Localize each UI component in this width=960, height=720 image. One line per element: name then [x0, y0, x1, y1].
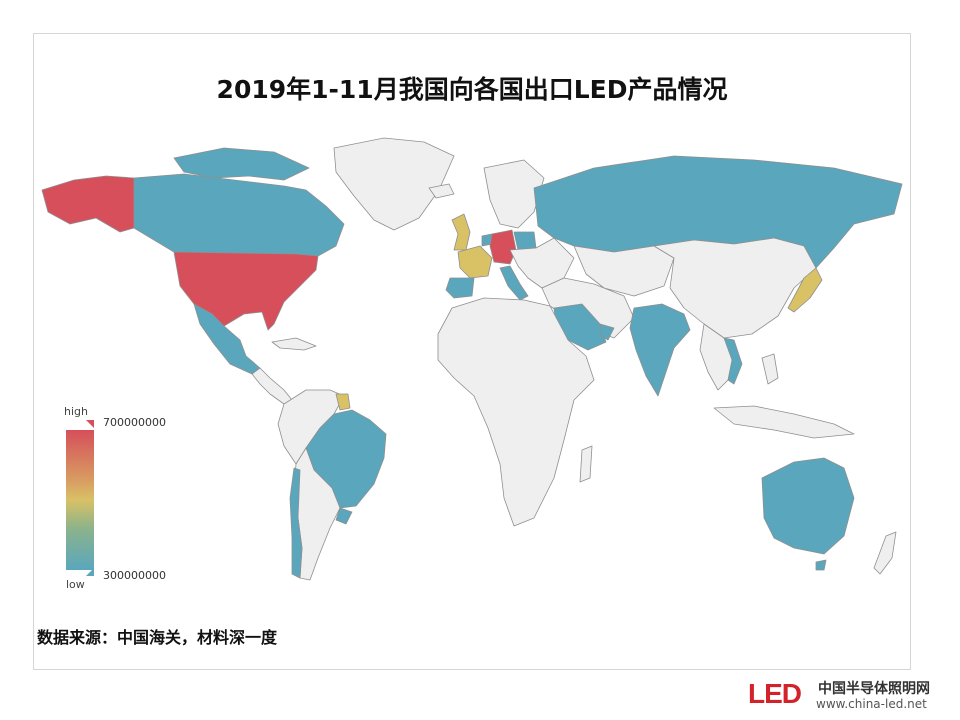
region-china [653, 237, 817, 339]
legend-high-label: high [64, 405, 88, 418]
logo-site-name: 中国半导体照明网 [818, 681, 930, 697]
region-canada[interactable] [133, 173, 345, 257]
region-chile[interactable] [289, 467, 303, 579]
region-indonesia [713, 405, 855, 439]
region-africa [437, 297, 595, 527]
region-poland[interactable] [513, 231, 537, 251]
legend-low-label: low [66, 578, 85, 591]
region-vietnam[interactable] [723, 337, 743, 385]
region-tasmania [815, 559, 827, 571]
region-caribbean [271, 337, 317, 351]
site-logo[interactable]: LED 中国半导体照明网 www.china-led.net [748, 676, 958, 716]
region-france[interactable] [457, 245, 493, 279]
region-new-zealand [873, 531, 897, 575]
legend-min-value: 300000000 [103, 569, 166, 582]
logo-mark: LED [748, 678, 802, 709]
map-title: 2019年1-11月我国向各国出口LED产品情况 [216, 75, 728, 104]
region-germany[interactable] [489, 229, 517, 265]
logo-site-url: www.china-led.net [816, 697, 927, 711]
region-madagascar [579, 445, 593, 483]
region-uk[interactable] [451, 213, 471, 251]
legend-low-marker [86, 568, 94, 576]
region-central-america [251, 367, 293, 405]
legend-high-marker [86, 420, 94, 428]
region-alaska[interactable] [41, 175, 135, 233]
region-italy[interactable] [499, 265, 529, 301]
region-usa[interactable] [173, 251, 319, 331]
region-central-asia [573, 245, 675, 297]
region-india[interactable] [629, 303, 691, 397]
region-uae[interactable] [599, 323, 615, 341]
world-map [41, 137, 903, 581]
region-suriname[interactable] [335, 393, 351, 411]
region-japan[interactable] [787, 267, 823, 313]
region-canada-islands [173, 147, 310, 181]
region-scandinavia [483, 159, 545, 229]
region-spain[interactable] [445, 277, 475, 299]
legend-color-scale [66, 430, 94, 570]
data-source: 数据来源：中国海关，材料深一度 [37, 628, 278, 647]
region-australia[interactable] [761, 457, 855, 555]
legend-max-value: 700000000 [103, 416, 166, 429]
region-iceland [428, 183, 455, 199]
region-uruguay[interactable] [335, 507, 353, 525]
region-greenland [333, 137, 455, 231]
region-philippines [761, 353, 779, 385]
